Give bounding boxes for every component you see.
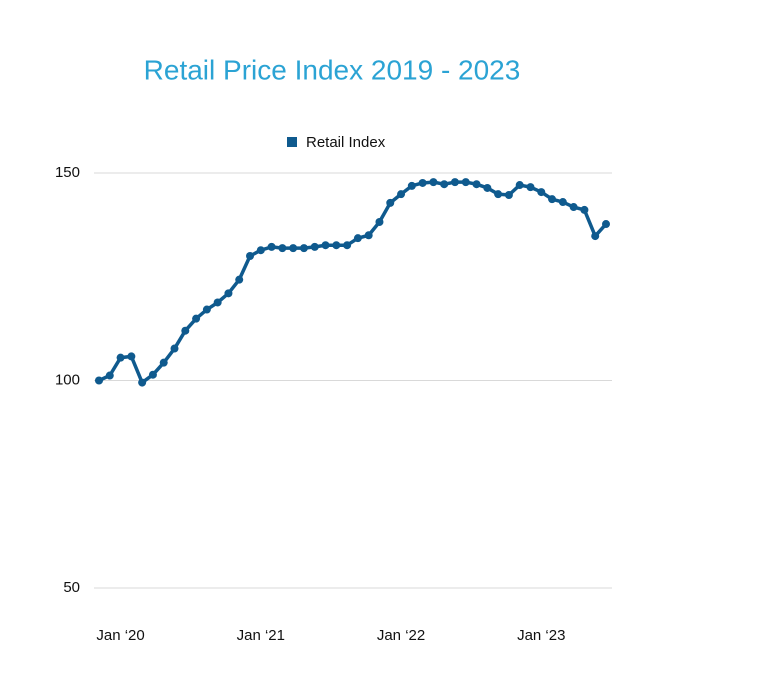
data-point: [267, 242, 276, 251]
x-tick-label: Jan ‘23: [517, 627, 565, 644]
data-point: [440, 180, 449, 189]
data-point: [429, 178, 438, 187]
data-point: [321, 241, 330, 250]
data-point: [375, 217, 384, 226]
data-point: [591, 232, 600, 241]
data-point: [170, 344, 179, 353]
data-point: [494, 190, 503, 199]
data-point: [116, 353, 125, 362]
data-point: [95, 376, 103, 385]
data-point: [278, 244, 287, 253]
legend-label: Retail Index: [306, 134, 386, 151]
data-point: [159, 358, 168, 367]
x-tick-label: Jan ‘20: [96, 627, 144, 644]
data-point: [397, 190, 406, 199]
data-point: [407, 181, 416, 190]
legend-marker: [287, 137, 297, 147]
data-point: [332, 241, 341, 250]
chart-title: Retail Price Index 2019 - 2023: [144, 54, 521, 85]
data-point: [235, 275, 244, 284]
data-point: [450, 178, 459, 187]
x-tick-label: Jan ‘21: [237, 627, 285, 644]
data-point: [504, 190, 513, 199]
data-point: [526, 183, 535, 192]
data-point: [515, 181, 524, 190]
data-point: [558, 198, 567, 207]
data-point: [289, 244, 298, 253]
data-point: [483, 183, 492, 192]
data-point: [224, 289, 233, 298]
y-tick-label: 150: [55, 164, 80, 181]
data-point: [386, 198, 395, 207]
data-point: [461, 178, 470, 187]
data-point: [127, 352, 136, 361]
data-point: [105, 371, 114, 380]
data-point: [548, 195, 557, 204]
data-point: [310, 242, 319, 251]
data-point: [213, 298, 222, 307]
data-point: [343, 241, 352, 250]
data-point: [299, 244, 308, 253]
data-point: [472, 180, 481, 189]
data-point: [418, 178, 427, 187]
data-point: [602, 220, 610, 229]
data-point: [537, 188, 546, 197]
data-point: [256, 246, 265, 255]
y-tick-label: 50: [63, 579, 80, 596]
data-point: [138, 378, 147, 387]
x-tick-label: Jan ‘22: [377, 627, 425, 644]
data-point: [192, 314, 201, 323]
y-tick-label: 100: [55, 371, 80, 388]
data-point: [202, 305, 211, 314]
data-point: [580, 205, 589, 214]
data-point: [569, 203, 578, 212]
data-point: [364, 231, 373, 240]
data-point: [246, 252, 255, 260]
data-point: [353, 234, 362, 243]
data-point: [148, 370, 157, 379]
data-point: [181, 326, 190, 335]
